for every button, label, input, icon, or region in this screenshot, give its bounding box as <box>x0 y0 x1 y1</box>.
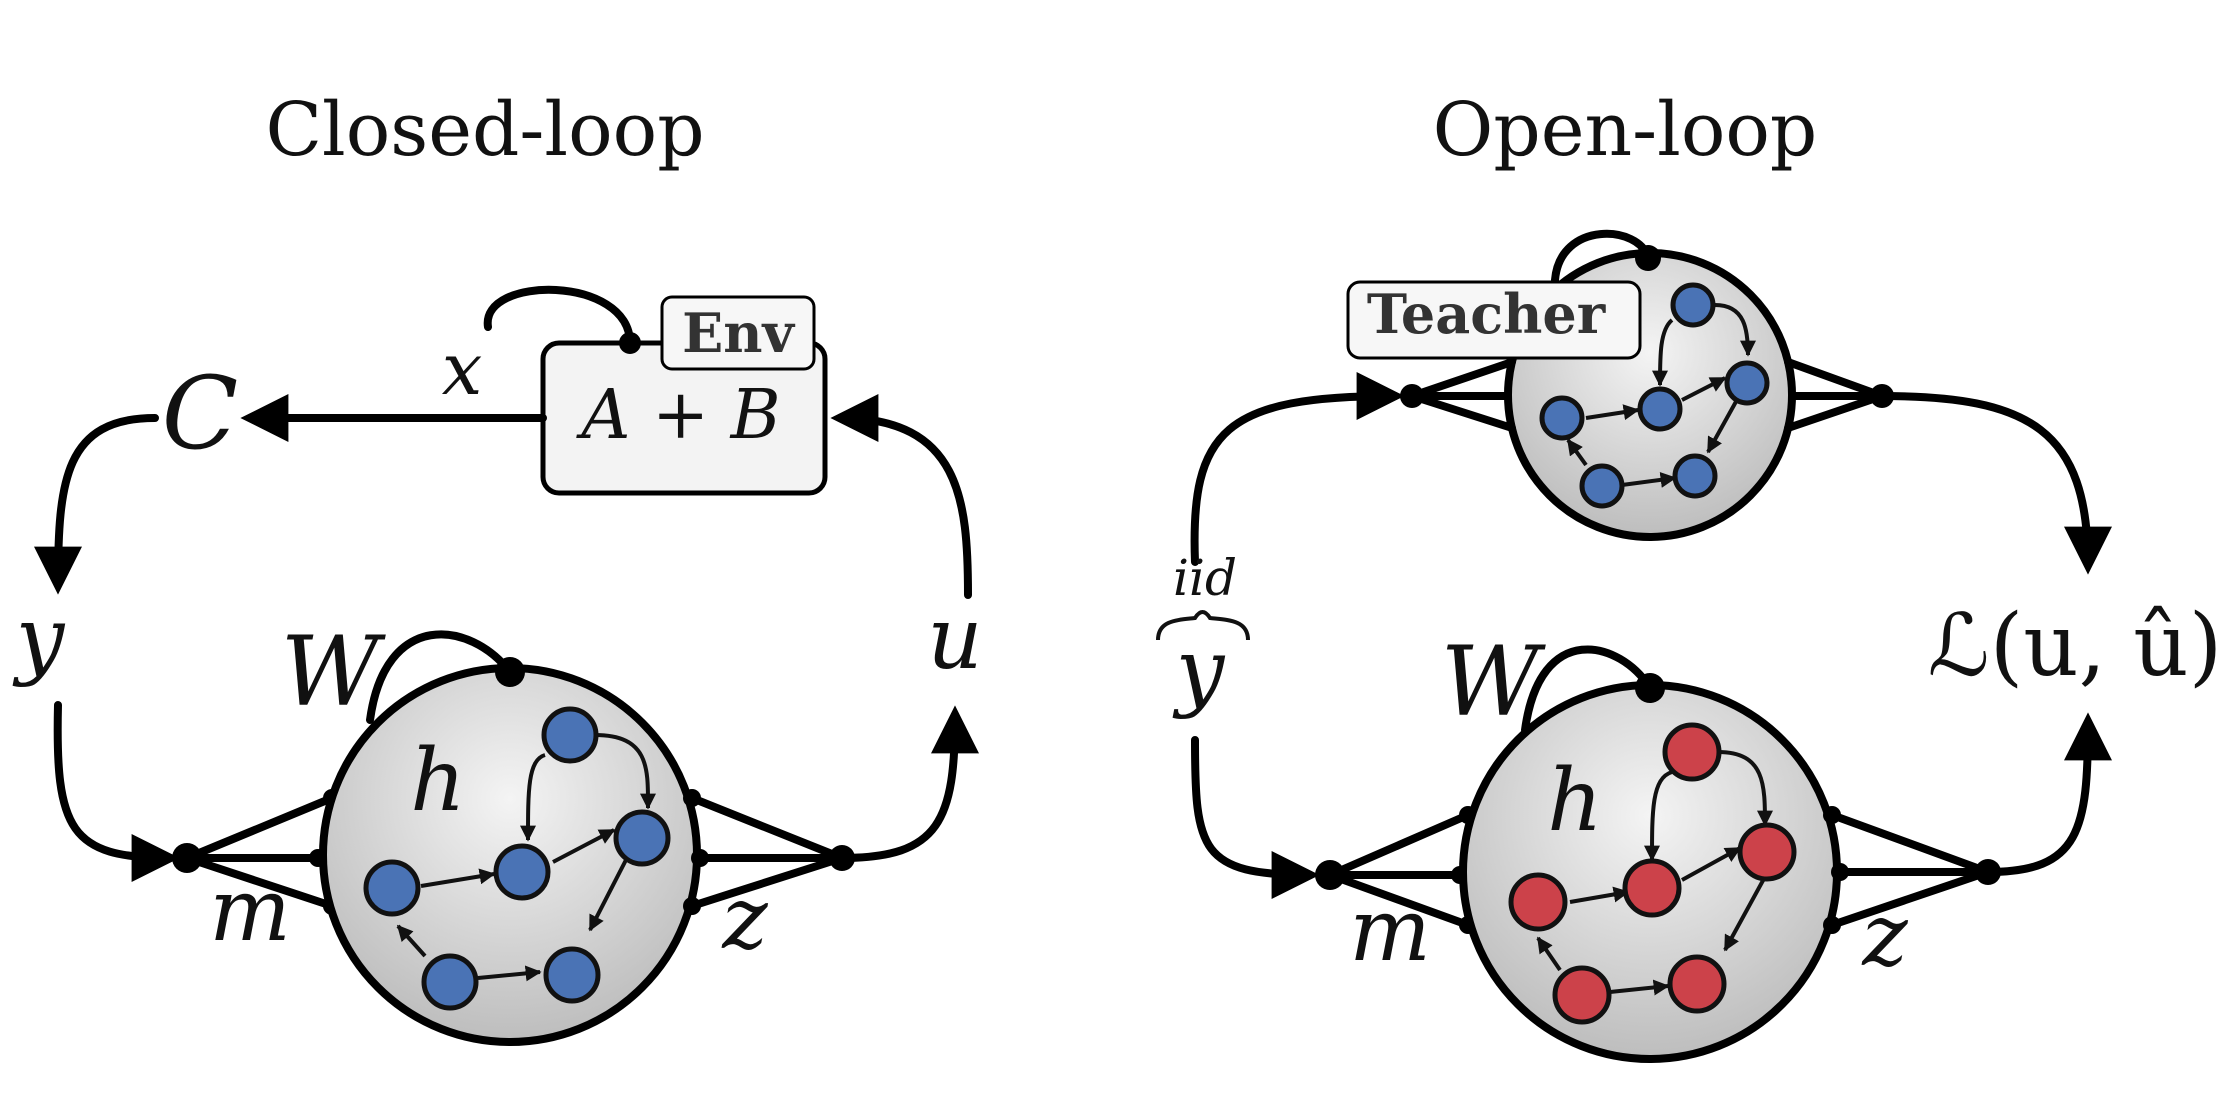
student-edges <box>1536 750 1773 996</box>
hidden-edge <box>520 753 546 842</box>
student-to-loss-arrow <box>1984 712 2112 876</box>
student-edge <box>1569 886 1630 904</box>
readout-label: z <box>721 869 768 969</box>
hidden-edge <box>477 965 542 982</box>
closed-loop-title: Closed-loop <box>265 87 704 173</box>
open-readout-label: z <box>1861 886 1908 986</box>
y-to-student-arrow <box>1191 736 1320 899</box>
hidden-unit <box>363 859 421 917</box>
open-loop-title: Open-loop <box>1433 87 1818 173</box>
student-unit <box>1662 722 1722 782</box>
open-hidden-label: h <box>1547 751 1602 851</box>
teacher-edge <box>1621 471 1677 488</box>
sampling-brace <box>1156 610 1250 641</box>
teacher-fan-line <box>1408 392 1516 432</box>
hidden-label: h <box>410 731 465 831</box>
env-label-box <box>660 295 816 371</box>
recurrent-port <box>495 657 525 687</box>
y-to-teacher-arrow <box>1190 372 1405 566</box>
student-unit <box>1737 822 1797 882</box>
c-to-y-arrow <box>34 414 159 595</box>
student-edge <box>1723 874 1768 952</box>
student-edge <box>1644 770 1673 862</box>
hidden-edge <box>396 924 427 958</box>
sampling-label: iid <box>1173 549 1237 607</box>
student-fan-line <box>1326 811 1472 879</box>
student-unit <box>1552 965 1612 1025</box>
open-loop-panel: Open-loop Teacher <box>1156 87 2223 1063</box>
state-port <box>619 332 641 354</box>
state-loop-wire <box>483 285 634 347</box>
teacher-unit <box>1637 386 1683 432</box>
hidden-edge <box>594 733 657 810</box>
student-unit <box>1508 872 1568 932</box>
hidden-edges <box>396 733 657 982</box>
student-edge <box>1717 750 1773 827</box>
teacher-edge <box>1566 438 1588 467</box>
teacher-edge <box>1585 404 1640 421</box>
teacher-edge <box>1681 376 1727 402</box>
teacher-unit <box>1724 360 1770 406</box>
env-equation: A + B <box>575 376 780 455</box>
hidden-unit <box>493 843 551 901</box>
open-observation-label: y <box>1172 621 1226 721</box>
observation-label: y <box>12 589 66 689</box>
hidden-unit <box>541 706 599 764</box>
teacher-units <box>1539 282 1770 509</box>
teacher-to-loss-arrow <box>1878 392 2112 575</box>
teacher-fan-line <box>1408 358 1516 400</box>
student-edge <box>1681 846 1742 882</box>
state-label: x <box>442 327 483 411</box>
student-fan-line <box>1828 811 1992 876</box>
loss-label: ℒ(u, û) <box>1928 596 2223 696</box>
u-to-env-arrow <box>830 394 972 599</box>
teacher-edge <box>1652 318 1674 387</box>
teacher-unit <box>1579 463 1625 509</box>
student-fan-line <box>1828 868 1992 929</box>
hidden-edge <box>588 855 630 932</box>
teacher-unit <box>1672 453 1718 499</box>
student-fan-line <box>1326 871 1472 929</box>
teacher-edge <box>1706 397 1740 454</box>
hidden-units <box>363 706 671 1011</box>
teacher-fan-line <box>1784 392 1886 432</box>
student-units <box>1508 722 1797 1025</box>
env-label: Env <box>682 301 795 365</box>
teacher-recurrent-port <box>1635 245 1661 271</box>
readout-to-u-arrow <box>838 705 979 862</box>
hidden-unit <box>421 953 479 1011</box>
student-unit <box>1667 954 1727 1014</box>
teacher-label: Teacher <box>1367 282 1606 346</box>
action-label: u <box>927 589 982 689</box>
teacher-label-box <box>1346 280 1642 360</box>
y-to-input-arrow <box>53 701 180 882</box>
teacher-edge <box>1714 303 1756 357</box>
teacher-edges <box>1566 303 1756 488</box>
hidden-edge <box>552 828 616 864</box>
open-weights-label: W <box>1441 626 1547 738</box>
input-fan-line <box>183 854 336 910</box>
teacher-unit <box>1539 395 1585 441</box>
hidden-edge <box>420 868 496 888</box>
input-fan-line <box>183 794 336 862</box>
recurrent-weight-wire <box>366 630 514 724</box>
output-label: C <box>162 355 239 472</box>
teacher-fan-line <box>1784 358 1886 400</box>
student-recurrent-wire <box>1521 645 1654 734</box>
hidden-unit <box>613 809 671 867</box>
closed-loop-panel: Closed-loop A + B Env x C y m W h <box>12 87 983 1046</box>
readout-fan-line <box>688 794 846 862</box>
readout-fan-line <box>688 854 846 910</box>
hidden-unit <box>543 946 601 1004</box>
student-edge <box>1536 936 1562 972</box>
student-edge <box>1609 979 1670 996</box>
student-recurrent-port <box>1635 673 1665 703</box>
teacher-unit <box>1670 282 1716 328</box>
student-unit <box>1622 858 1682 918</box>
weights-label: W <box>281 616 387 728</box>
